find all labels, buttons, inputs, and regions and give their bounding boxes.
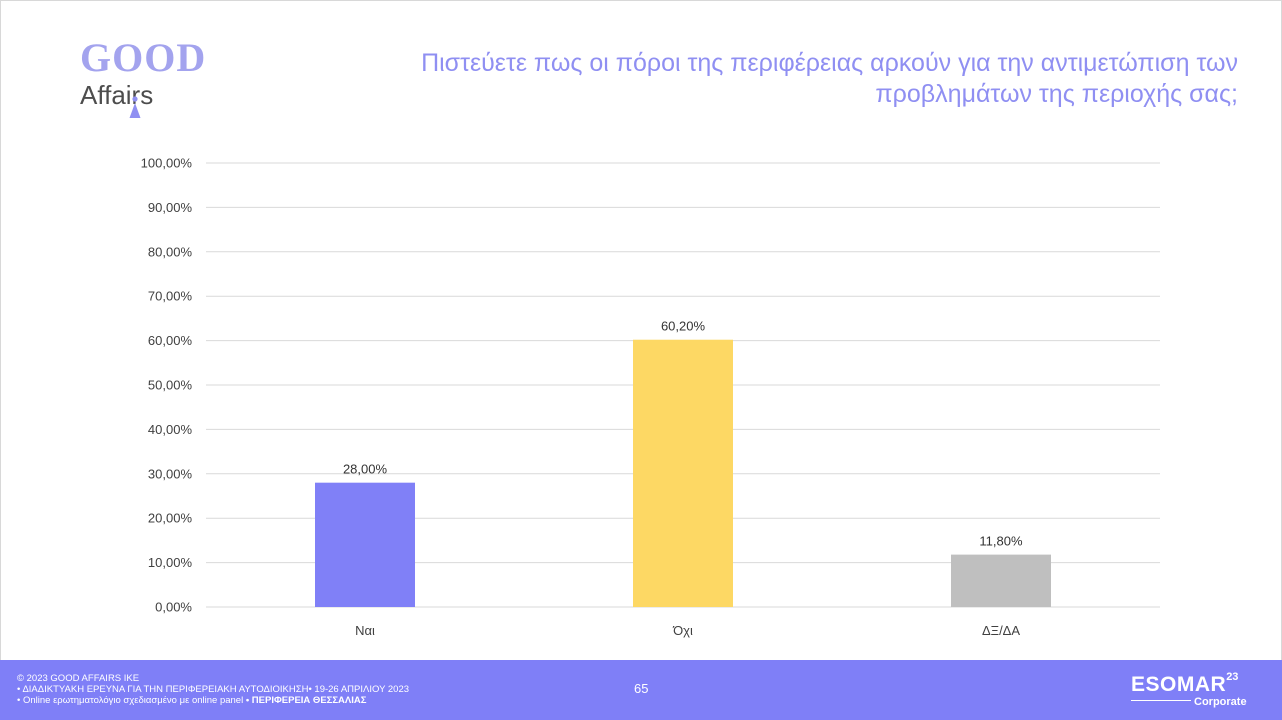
x-tick-label: ΔΞ/ΔΑ <box>982 623 1020 638</box>
footer-region: • ΠΕΡΙΦΕΡΕΙΑ ΘΕΣΣΑΛΙΑΣ <box>245 695 367 706</box>
esomar-logo: ESOMAR23 Corporate <box>1131 671 1247 708</box>
footer-copyright: © 2023 GOOD AFFAIRS IKE <box>17 673 140 684</box>
x-tick-label: Ναι <box>355 623 375 638</box>
y-tick-label: 70,00% <box>148 289 193 304</box>
y-tick-label: 30,00% <box>148 466 193 481</box>
chart-title-line-2: προβλημάτων της περιοχής σας; <box>875 80 1238 108</box>
logo-figure-icon <box>129 96 141 118</box>
bar <box>633 339 733 607</box>
y-tick-label: 20,00% <box>148 511 193 526</box>
esomar-name: ESOMAR <box>1131 673 1227 696</box>
good-affairs-logo: GOOD Affairs <box>78 36 218 120</box>
footer-info: © 2023 GOOD AFFAIRS IKE • ΔΙΑΔΙΚΤΥΑΚΗ ΕΡ… <box>17 673 409 706</box>
page-number: 65 <box>634 681 649 696</box>
esomar-divider <box>1131 700 1191 701</box>
bar-chart: 0,00% 10,00% 20,00% 30,00% 40,00% 50,00% 60,00… <box>141 156 1160 638</box>
x-tick-label: Όχι <box>672 623 693 638</box>
y-tick-label: 90,00% <box>148 200 193 215</box>
data-label: 60,20% <box>661 319 706 334</box>
footer-method-line: • Online ερωτηματολόγιο σχεδιασμένο με o… <box>17 695 409 706</box>
y-tick-label: 80,00% <box>148 244 193 259</box>
y-tick-label: 0,00% <box>155 600 192 615</box>
chart-title-line-1: Πιστεύετε πως οι πόροι της περιφέρειας α… <box>421 49 1238 77</box>
y-tick-label: 10,00% <box>148 555 193 570</box>
logo-affairs-text: Affairs <box>80 80 154 110</box>
y-tick-label: 40,00% <box>148 422 193 437</box>
chart-title: Πιστεύετε πως οι πόροι της περιφέρειας α… <box>278 48 1238 110</box>
footer-survey: • ΔΙΑΔΙΚΤΥΑΚΗ ΕΡΕΥΝΑ ΓΙΑ ΤΗΝ ΠΕΡΙΦΕΡΕΙΑΚ… <box>17 684 410 695</box>
bar <box>951 554 1051 607</box>
y-tick-label: 50,00% <box>148 378 193 393</box>
data-label: 28,00% <box>343 462 388 477</box>
y-tick-label: 100,00% <box>141 156 193 171</box>
logo-good-text: GOOD <box>80 35 207 80</box>
y-tick-label: 60,00% <box>148 333 193 348</box>
esomar-superscript: 23 <box>1226 671 1239 683</box>
data-label: 11,80% <box>979 534 1023 549</box>
footer-bar: © 2023 GOOD AFFAIRS IKE • ΔΙΑΔΙΚΤΥΑΚΗ ΕΡ… <box>0 660 1282 720</box>
esomar-corporate: Corporate <box>1194 696 1247 708</box>
footer-method: • Online ερωτηματολόγιο σχεδιασμένο με o… <box>17 695 244 706</box>
bar <box>315 482 415 607</box>
